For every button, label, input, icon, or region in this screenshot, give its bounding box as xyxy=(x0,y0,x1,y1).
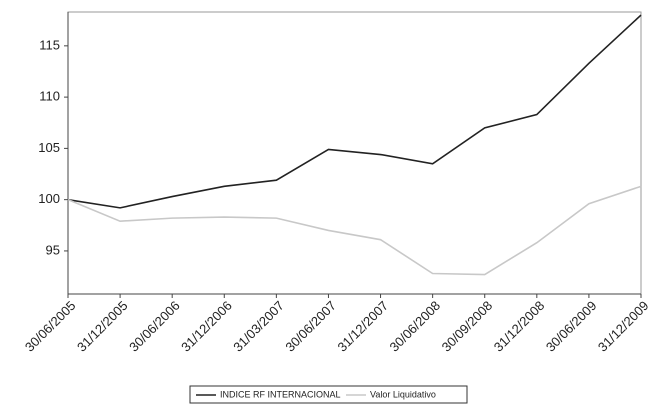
legend: INDICE RF INTERNACIONAL Valor Liquidativo xyxy=(189,385,468,404)
y-tick-label: 95 xyxy=(46,242,60,257)
y-tick-label: 105 xyxy=(38,140,60,155)
series-line xyxy=(67,185,642,276)
x-tick-label: 31/12/2005 xyxy=(74,298,131,355)
y-tick-label: 115 xyxy=(39,37,60,52)
y-tick-label: 110 xyxy=(39,89,60,104)
y-tick-label: 100 xyxy=(38,191,60,206)
x-tick-label: 31/03/2007 xyxy=(230,298,287,355)
x-tick-label: 30/06/2005 xyxy=(22,298,79,355)
x-tick-label: 31/12/2006 xyxy=(178,298,235,355)
legend-box xyxy=(189,385,468,404)
x-tick-label: 30/09/2008 xyxy=(439,298,496,355)
legend-label: Valor Liquidativo xyxy=(370,389,436,399)
x-tick-label: 30/06/2007 xyxy=(282,298,339,355)
x-tick-label: 30/06/2008 xyxy=(387,298,444,355)
legend-label: INDICE RF INTERNACIONAL xyxy=(220,389,341,399)
x-tick-label: 31/12/2008 xyxy=(491,298,548,355)
x-tick-label: 30/06/2006 xyxy=(126,298,183,355)
plot-frame xyxy=(67,11,642,295)
x-tick-label: 31/12/2007 xyxy=(334,298,391,355)
series-line xyxy=(67,14,642,209)
x-tick-label: 31/12/2009 xyxy=(595,298,652,355)
x-tick-label: 30/06/2009 xyxy=(543,298,600,355)
